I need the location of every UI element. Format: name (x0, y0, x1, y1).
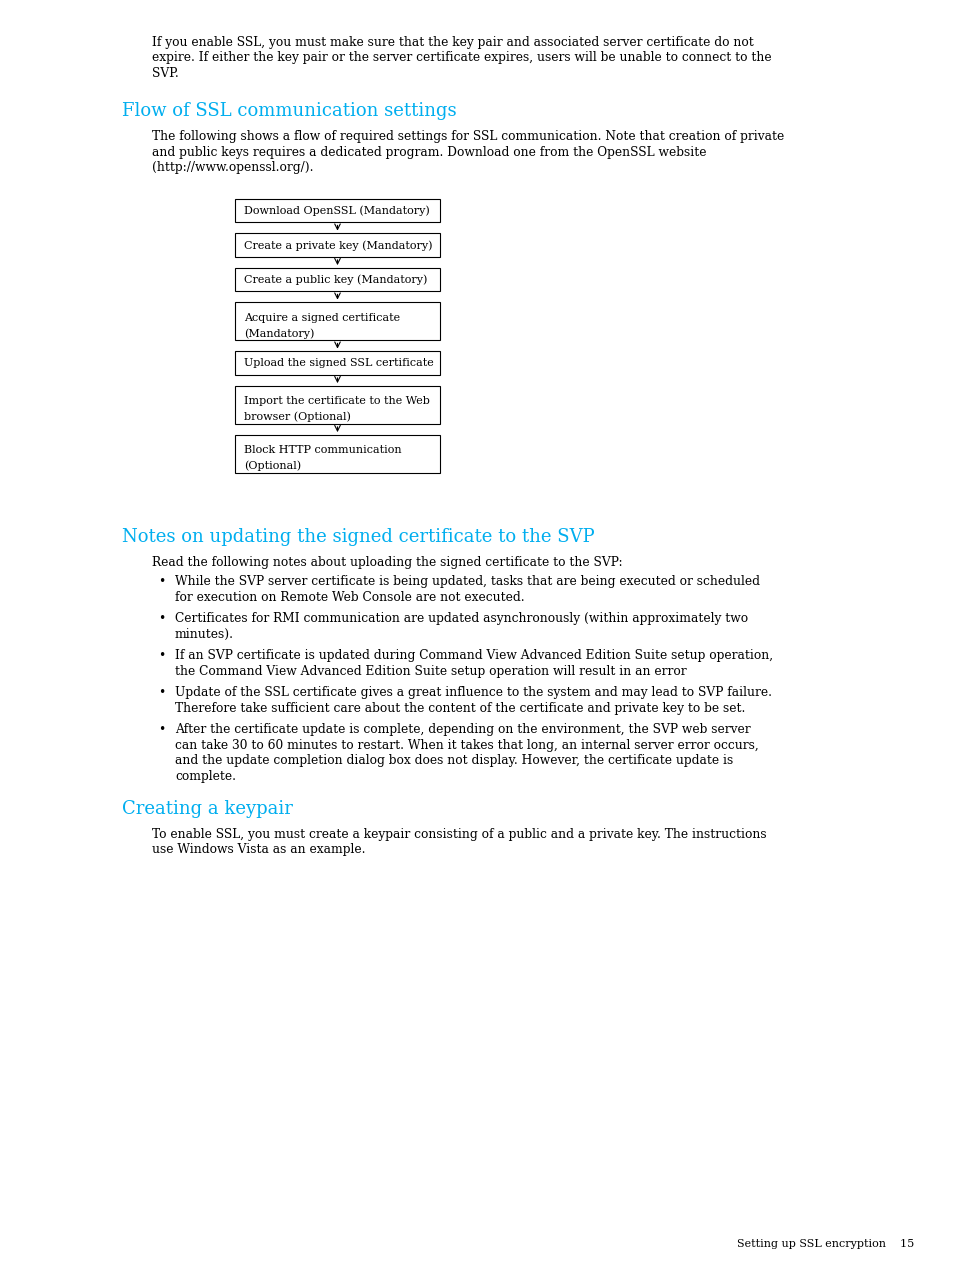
Text: •: • (158, 613, 165, 625)
Text: complete.: complete. (174, 770, 235, 783)
Text: •: • (158, 576, 165, 588)
Text: Import the certificate to the Web: Import the certificate to the Web (244, 397, 430, 407)
Text: Upload the signed SSL certificate: Upload the signed SSL certificate (244, 358, 434, 369)
Text: (http://www.openssl.org/).: (http://www.openssl.org/). (152, 161, 314, 174)
Text: and public keys requires a dedicated program. Download one from the OpenSSL webs: and public keys requires a dedicated pro… (152, 146, 706, 159)
Text: Acquire a signed certificate: Acquire a signed certificate (244, 313, 399, 323)
Text: •: • (158, 723, 165, 736)
Bar (234, 234, 439, 257)
Bar (234, 352, 439, 375)
Bar (234, 386, 439, 425)
Text: and the update completion dialog box does not display. However, the certificate : and the update completion dialog box doe… (174, 755, 733, 768)
Text: If an SVP certificate is updated during Command View Advanced Edition Suite setu: If an SVP certificate is updated during … (174, 649, 772, 662)
Text: expire. If either the key pair or the server certificate expires, users will be : expire. If either the key pair or the se… (152, 52, 771, 65)
Text: Update of the SSL certificate gives a great influence to the system and may lead: Update of the SSL certificate gives a gr… (174, 686, 771, 699)
Text: Create a public key (Mandatory): Create a public key (Mandatory) (244, 275, 427, 285)
Text: To enable SSL, you must create a keypair consisting of a public and a private ke: To enable SSL, you must create a keypair… (152, 827, 766, 841)
Text: Read the following notes about uploading the signed certificate to the SVP:: Read the following notes about uploading… (152, 555, 622, 569)
Text: Setting up SSL encryption    15: Setting up SSL encryption 15 (736, 1239, 913, 1249)
Text: for execution on Remote Web Console are not executed.: for execution on Remote Web Console are … (174, 591, 524, 604)
Text: Block HTTP communication: Block HTTP communication (244, 445, 401, 455)
Text: the Command View Advanced Edition Suite setup operation will result in an error: the Command View Advanced Edition Suite … (174, 665, 686, 677)
Text: browser (Optional): browser (Optional) (244, 412, 351, 422)
Text: can take 30 to 60 minutes to restart. When it takes that long, an internal serve: can take 30 to 60 minutes to restart. Wh… (174, 738, 758, 752)
Text: (Mandatory): (Mandatory) (244, 328, 314, 338)
Bar (234, 302, 439, 341)
Text: SVP.: SVP. (152, 67, 178, 80)
Text: While the SVP server certificate is being updated, tasks that are being executed: While the SVP server certificate is bein… (174, 576, 760, 588)
Text: Notes on updating the signed certificate to the SVP: Notes on updating the signed certificate… (122, 527, 594, 547)
Text: Certificates for RMI communication are updated asynchronously (within approximat: Certificates for RMI communication are u… (174, 613, 747, 625)
Text: Therefore take sufficient care about the content of the certificate and private : Therefore take sufficient care about the… (174, 702, 744, 716)
Text: Create a private key (Mandatory): Create a private key (Mandatory) (244, 240, 432, 250)
Text: •: • (158, 686, 165, 699)
Text: If you enable SSL, you must make sure that the key pair and associated server ce: If you enable SSL, you must make sure th… (152, 36, 753, 50)
Text: After the certificate update is complete, depending on the environment, the SVP : After the certificate update is complete… (174, 723, 750, 736)
Text: Creating a keypair: Creating a keypair (122, 799, 293, 819)
Bar (234, 435, 439, 473)
Bar (234, 200, 439, 222)
Text: Download OpenSSL (Mandatory): Download OpenSSL (Mandatory) (244, 206, 429, 216)
Bar (234, 268, 439, 291)
Text: The following shows a flow of required settings for SSL communication. Note that: The following shows a flow of required s… (152, 131, 783, 144)
Text: use Windows Vista as an example.: use Windows Vista as an example. (152, 844, 365, 857)
Text: Flow of SSL communication settings: Flow of SSL communication settings (122, 103, 456, 121)
Text: •: • (158, 649, 165, 662)
Text: (Optional): (Optional) (244, 460, 301, 472)
Text: minutes).: minutes). (174, 628, 233, 641)
